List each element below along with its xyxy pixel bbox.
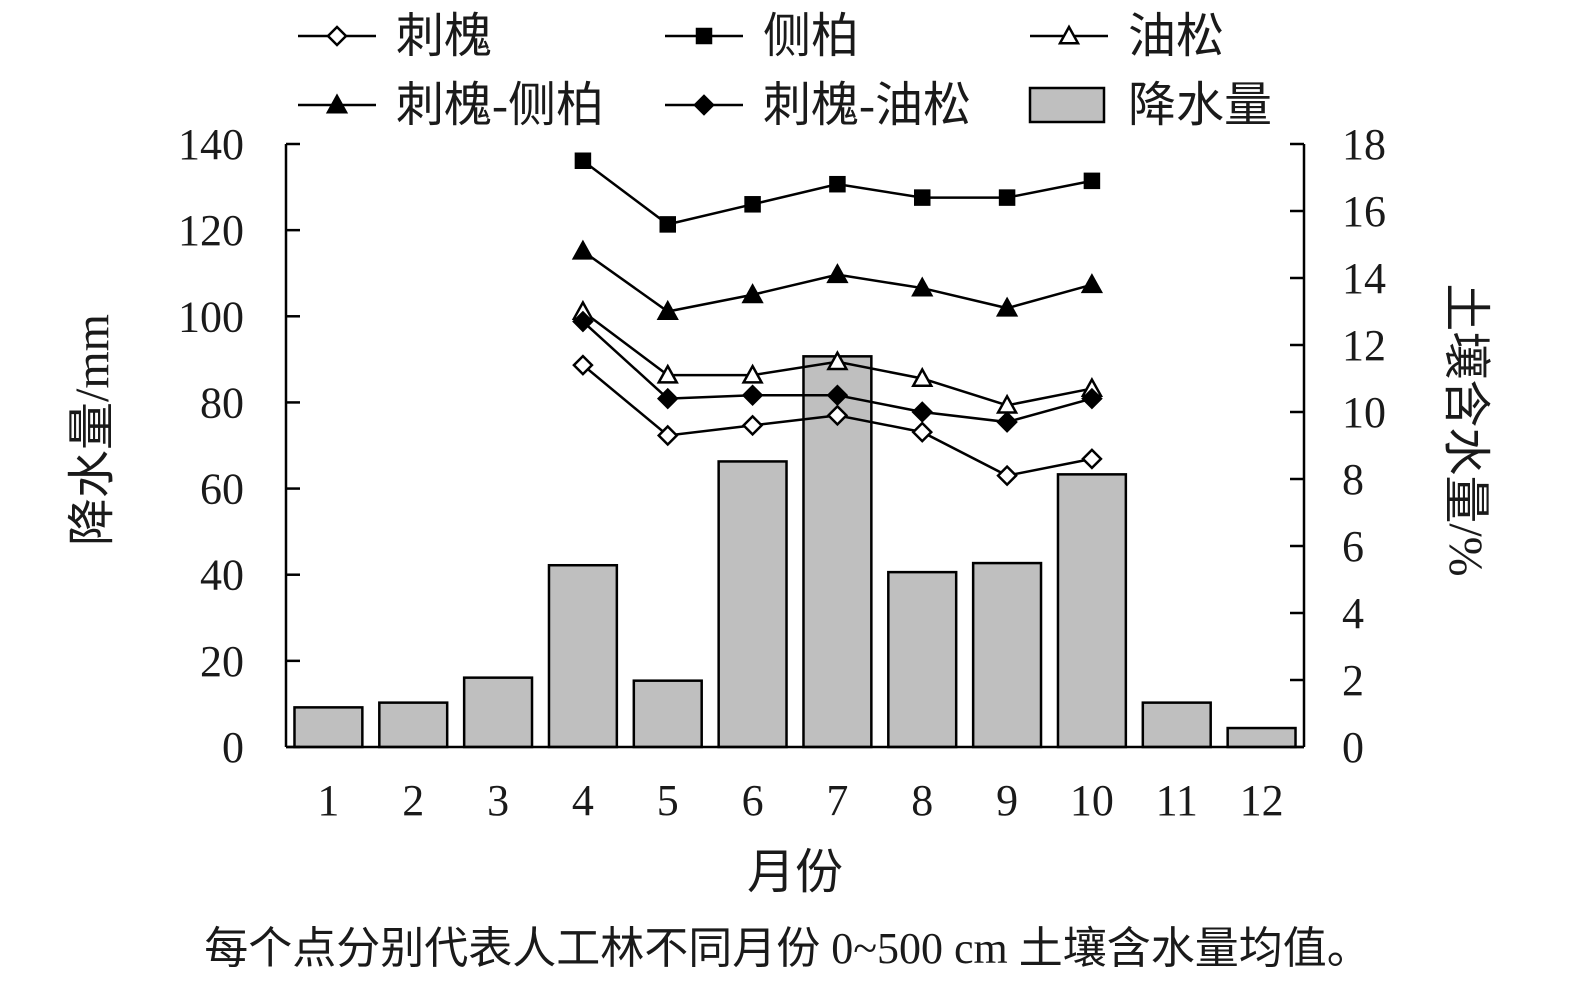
x-tick-label: 10: [1070, 776, 1114, 825]
x-tick-label: 7: [826, 776, 848, 825]
x-tick-label: 12: [1240, 776, 1284, 825]
series-3-point-month-4: [571, 239, 595, 260]
series-line-1: [582, 159, 1093, 226]
precipitation-bar-month-2: [378, 701, 449, 749]
y-left-tick-label: 120: [178, 206, 244, 255]
y-left-tick-label: 40: [200, 551, 244, 600]
x-axis-label: 月份: [747, 846, 843, 899]
precipitation-bar-month-10: [1056, 473, 1128, 749]
precipitation-bar-month-8: [887, 570, 958, 749]
y-left-tick-label: 140: [178, 120, 244, 169]
series-2-point-month-5: [656, 363, 679, 384]
series-3-point-month-9: [995, 296, 1019, 317]
series-2-point-month-8: [911, 366, 934, 387]
series-4-point-month-8: [911, 401, 934, 423]
precipitation-bar-month-3: [462, 676, 534, 749]
y-right-tick-label: 4: [1342, 589, 1364, 638]
x-tick-label: 9: [996, 776, 1018, 825]
legend-label-2: 油松: [1128, 10, 1224, 63]
y-right-tick-label: 6: [1342, 522, 1364, 571]
series-3-point-month-6: [741, 283, 764, 304]
y-right-tick-label: 14: [1342, 254, 1386, 303]
series-4-point-month-7: [826, 384, 849, 407]
legend-swatch-bar: [1028, 86, 1106, 124]
series-2-point-month-7: [826, 350, 849, 371]
legend-label-5: 降水量: [1128, 79, 1272, 132]
legend-marker-2: [1057, 24, 1081, 45]
legend-label-4: 刺槐-油松: [763, 79, 971, 132]
series-3-point-month-5: [656, 299, 679, 320]
x-tick-label: 2: [402, 776, 424, 825]
y-right-tick-label: 10: [1342, 388, 1386, 437]
legend-label-3: 刺槐-侧柏: [396, 79, 604, 132]
y-right-tick-label: 18: [1342, 120, 1386, 169]
y-axis-left-label: 降水量/mm: [66, 314, 119, 546]
y-left-tick-label: 100: [178, 292, 244, 341]
series-3-point-month-7: [826, 263, 849, 284]
series-1-point-month-7: [829, 175, 846, 193]
series-1-point-month-4: [574, 152, 592, 169]
series-1-point-month-9: [998, 189, 1016, 206]
series-0-point-month-10: [1081, 448, 1103, 470]
series-2-point-month-6: [741, 363, 764, 384]
y-left-tick-label: 80: [200, 378, 244, 427]
series-4-point-month-9: [996, 411, 1018, 433]
x-tick-label: 1: [317, 776, 339, 825]
series-0-point-month-5: [656, 424, 679, 447]
series-4-point-month-10: [1081, 387, 1103, 410]
x-tick-label: 4: [572, 776, 594, 825]
precipitation-bar-month-9: [971, 561, 1043, 749]
series-0-point-month-6: [741, 414, 764, 437]
y-left-tick-label: 20: [200, 637, 244, 686]
series-1-point-month-10: [1083, 172, 1101, 190]
legend-label-1: 侧柏: [763, 10, 859, 63]
series-0-point-month-4: [572, 354, 594, 376]
precipitation-bar-month-5: [632, 679, 703, 749]
legend-marker-1: [695, 27, 713, 45]
legend-marker-4: [693, 94, 715, 116]
y-axis-right-label: 土壤含水量/%: [1439, 283, 1492, 576]
precipitation-bar-month-6: [717, 460, 788, 749]
legend-marker-0: [326, 25, 348, 47]
x-tick-label: 8: [911, 776, 933, 825]
precipitation-bars: [293, 355, 1297, 749]
y-right-tick-label: 12: [1342, 321, 1386, 370]
x-tick-label: 3: [487, 776, 509, 825]
series-0-point-month-7: [826, 404, 849, 427]
x-tick-label: 5: [657, 776, 679, 825]
series-1-point-month-6: [744, 196, 761, 213]
legend-label-0: 刺槐: [396, 10, 492, 63]
series-0-point-month-9: [996, 464, 1018, 487]
y-right-tick-label: 0: [1342, 723, 1364, 772]
y-left-tick-label: 60: [200, 465, 244, 514]
series-1-point-month-5: [659, 216, 676, 233]
y-right-tick-label: 16: [1342, 187, 1386, 236]
precipitation-bar-month-12: [1226, 726, 1297, 749]
series-3-point-month-10: [1080, 273, 1104, 294]
series-0-point-month-8: [911, 421, 934, 443]
series-3-point-month-8: [911, 276, 934, 297]
figure-caption: 每个点分别代表人工林不同月份 0~500 cm 土壤含水量均值。: [204, 924, 1371, 973]
series-4-point-month-5: [656, 387, 679, 410]
y-right-tick-label: 8: [1342, 455, 1364, 504]
series-4-point-month-6: [741, 384, 764, 407]
x-tick-label: 11: [1156, 776, 1198, 825]
series-4-point-month-4: [572, 310, 594, 333]
precipitation-bar-month-4: [547, 563, 619, 749]
precipitation-bar-month-11: [1141, 701, 1212, 749]
series-1-point-month-8: [914, 189, 931, 206]
legend-marker-3: [325, 93, 349, 114]
y-right-tick-label: 2: [1342, 656, 1364, 705]
x-tick-label: 6: [742, 776, 764, 825]
precipitation-bar-month-1: [293, 706, 364, 749]
y-left-tick-label: 0: [222, 723, 244, 772]
soil-moisture-lines: [571, 152, 1104, 487]
